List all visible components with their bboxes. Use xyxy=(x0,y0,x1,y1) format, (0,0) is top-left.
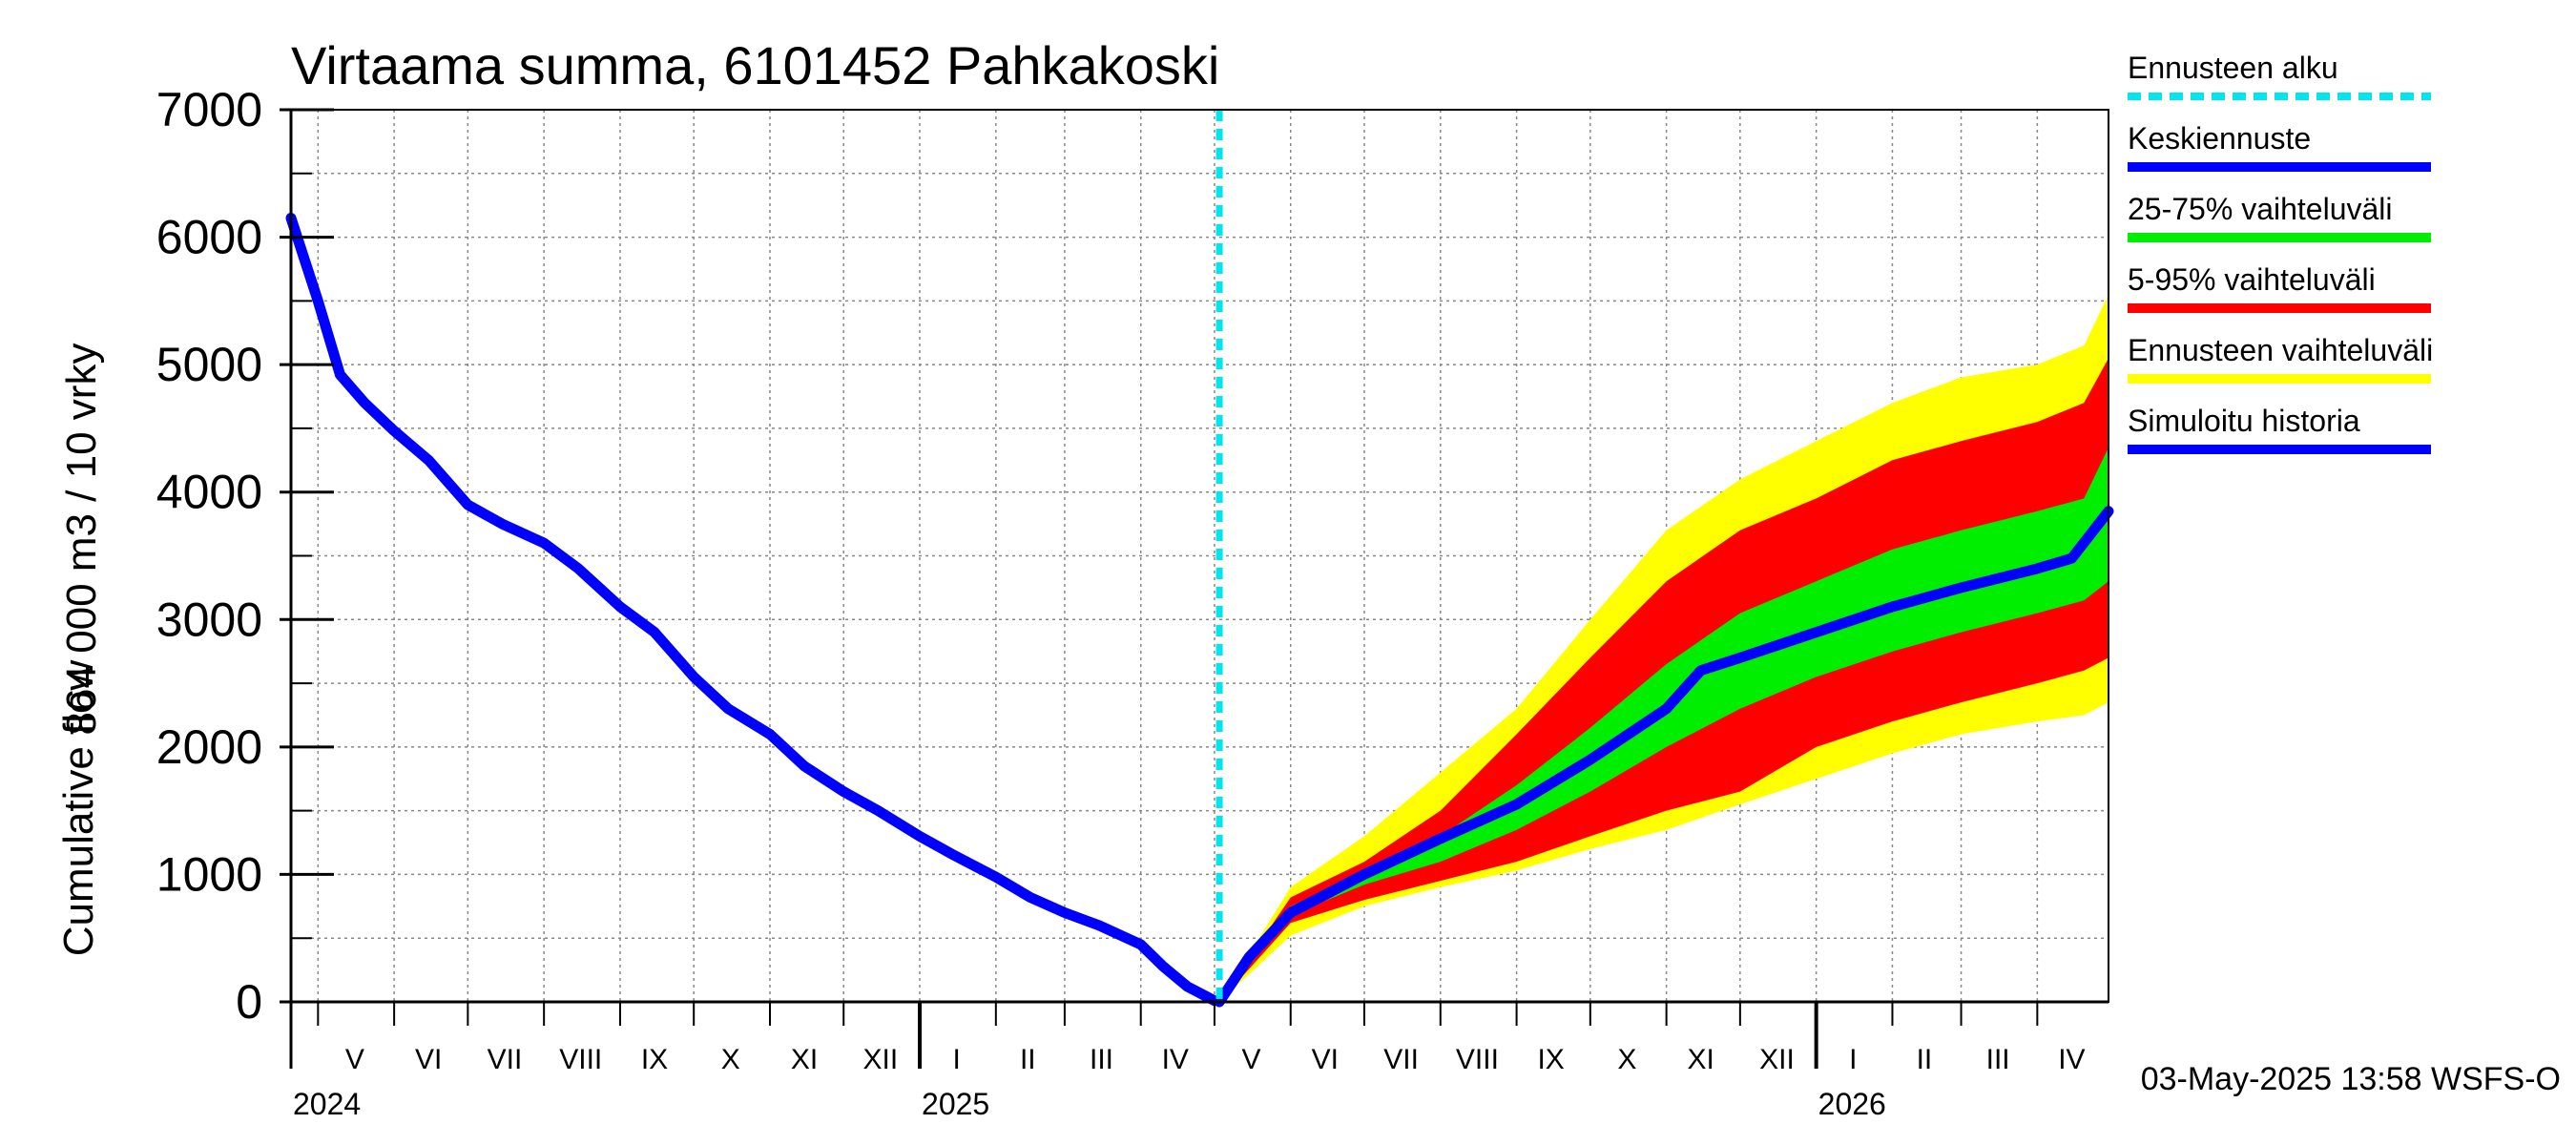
y-tick-label: 5000 xyxy=(156,338,262,391)
axes: 0 1000 2000 3000 4000 5000 6000 7000 xyxy=(156,83,2109,1069)
y-tick-label: 1000 xyxy=(156,847,262,901)
chart-title: Virtaama summa, 6101452 Pahkakoski xyxy=(291,35,1219,95)
forecast-bands xyxy=(1219,294,2109,1002)
y-axis-label-top: 864 000 m3 / 10 vrky xyxy=(58,344,105,736)
month-label: VI xyxy=(1312,1044,1339,1075)
legend-label: Simuloitu historia xyxy=(2128,404,2360,438)
flow-lines xyxy=(285,110,2114,1008)
month-label: IX xyxy=(1537,1044,1564,1075)
legend-label: 25-75% vaihteluväli xyxy=(2128,192,2393,226)
month-label: III xyxy=(1986,1044,2010,1075)
year-label: 2025 xyxy=(922,1087,989,1121)
month-label: VIII xyxy=(559,1044,602,1075)
month-label: IV xyxy=(1162,1044,1189,1075)
month-label: XII xyxy=(862,1044,898,1075)
y-axis-label-bottom: Cumulative flow xyxy=(55,660,102,957)
month-label: III xyxy=(1090,1044,1113,1075)
month-label: IX xyxy=(641,1044,668,1075)
month-label: I xyxy=(952,1044,960,1075)
y-tick-label: 3000 xyxy=(156,593,262,646)
month-label: IV xyxy=(2058,1044,2085,1075)
year-label: 2024 xyxy=(293,1087,361,1121)
legend-label: 5-95% vaihteluväli xyxy=(2128,262,2376,297)
month-label: VI xyxy=(415,1044,442,1075)
median-forecast-line xyxy=(1214,506,2114,1008)
month-label: VIII xyxy=(1456,1044,1499,1075)
footer-stamp: 03-May-2025 13:58 WSFS-O xyxy=(2141,1061,2561,1097)
legend: Ennusteen alku Keskiennuste 25-75% vaihtel… xyxy=(2128,51,2433,454)
month-label: II xyxy=(1020,1044,1036,1075)
month-label: XI xyxy=(1687,1044,1714,1075)
month-label: V xyxy=(1242,1044,1261,1075)
month-label: XII xyxy=(1759,1044,1795,1075)
y-tick-label: 4000 xyxy=(156,466,262,519)
month-label: II xyxy=(1917,1044,1933,1075)
legend-label: Ennusteen vaihteluväli xyxy=(2128,333,2433,367)
month-label: I xyxy=(1849,1044,1857,1075)
legend-label: Ennusteen alku xyxy=(2128,51,2338,85)
grid-lines xyxy=(291,109,2109,1003)
legend-label: Keskiennuste xyxy=(2128,121,2311,156)
y-tick-label: 2000 xyxy=(156,720,262,774)
y-tick-label: 6000 xyxy=(156,211,262,264)
month-label: VII xyxy=(1383,1044,1419,1075)
x-axis-labels: V VI VII VIII IX X XI XII I II III IV V VI VII VIII IX X X… xyxy=(293,1002,2086,1121)
year-label: 2026 xyxy=(1818,1087,1886,1121)
month-label: XI xyxy=(791,1044,818,1075)
month-label: X xyxy=(1617,1044,1636,1075)
y-tick-label: 0 xyxy=(236,975,262,1029)
history-line xyxy=(285,213,1220,1007)
band-25-75 xyxy=(1219,448,2109,1002)
month-label: X xyxy=(721,1044,740,1075)
month-label: V xyxy=(345,1044,364,1075)
y-tick-label: 7000 xyxy=(156,83,262,136)
month-label: VII xyxy=(488,1044,523,1075)
